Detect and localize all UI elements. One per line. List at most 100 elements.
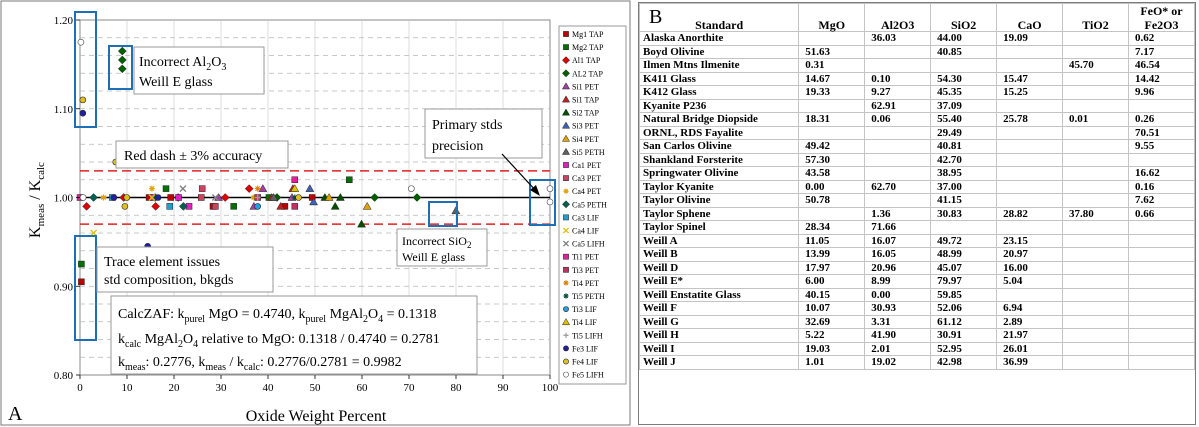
- standard-name: Springwater Olivine: [638, 166, 800, 181]
- data-point: [324, 192, 334, 201]
- legend-label: Ca5 PETH: [572, 200, 607, 209]
- data-point: [77, 38, 85, 46]
- panel-b: FeO* or Standard MgO Al2O3 SiO2 CaO TiO2…: [638, 2, 1196, 425]
- primary-label-box: [424, 108, 543, 159]
- legend-label: Si4 PET: [572, 135, 599, 144]
- oxide-value: 17.97: [798, 260, 866, 275]
- oxide-value: [1062, 341, 1129, 356]
- al2o3-label-line2: Weill E glass: [139, 75, 213, 90]
- legend-marker: [563, 162, 569, 168]
- oxide-value: 0.00: [798, 179, 866, 194]
- box-primary: [529, 179, 556, 226]
- table-row: Weill I 19.03 2.01 52.95 26.01: [638, 341, 1196, 356]
- oxide-value: [996, 125, 1064, 140]
- oxide-value: 28.34: [798, 220, 866, 235]
- data-point: [295, 194, 302, 201]
- legend-label: Ca3 PET: [572, 174, 601, 183]
- oxide-value: 54.30: [930, 71, 998, 86]
- data-point: [254, 185, 261, 192]
- data-point: [305, 184, 315, 192]
- data-point: [79, 96, 87, 104]
- table-row: Taylor Kyanite 0.00 62.70 37.00 0.16: [638, 179, 1196, 194]
- oxide-value: 9.55: [1127, 139, 1196, 154]
- oxide-value: 48.99: [930, 247, 998, 262]
- oxide-value: [798, 125, 866, 140]
- oxide-value: 49.42: [798, 139, 866, 154]
- oxide-value: 42.98: [930, 355, 998, 370]
- oxide-value: [996, 179, 1064, 194]
- data-point: [198, 185, 206, 192]
- legend-label: Ca4 PET: [572, 187, 601, 196]
- x-tick-label: 40: [263, 382, 275, 394]
- standard-name: Taylor Sphene: [638, 206, 800, 221]
- legend-label: Mg1 TAP: [572, 30, 604, 39]
- standard-name: Weill Enstatite Glass: [638, 287, 800, 302]
- oxide-value: 30.93: [864, 301, 932, 316]
- oxide-value: 37.00: [930, 179, 998, 194]
- table-row: Weill F 10.07 30.93 52.06 6.94: [638, 301, 1196, 316]
- legend-marker: [563, 266, 569, 273]
- oxide-value: [1127, 260, 1196, 275]
- legend-marker: [563, 31, 569, 37]
- header-tio2: TiO2: [1062, 17, 1129, 32]
- al2o3-label: Incorrect Al2O3: [139, 55, 226, 73]
- oxide-value: [1062, 301, 1129, 316]
- table-row: Weill D 17.97 20.96 45.07 16.00: [638, 260, 1196, 275]
- data-point: [357, 219, 366, 228]
- oxide-value: 61.12: [930, 314, 998, 329]
- legend-label: Ti3 PET: [572, 266, 599, 275]
- legend-label: Ti4 LIF: [572, 318, 597, 327]
- oxide-value: 5.22: [798, 328, 866, 343]
- oxide-value: [1127, 98, 1196, 113]
- calczaf-box: [110, 295, 478, 375]
- legend-label: Si2 TAP: [572, 109, 600, 118]
- data-point: [362, 201, 372, 210]
- legend-label: Ti4 PET: [572, 279, 599, 288]
- oxide-value: [864, 166, 932, 181]
- legend-label: Si3 PET: [572, 122, 599, 131]
- data-point: [79, 194, 87, 201]
- legend-marker: [561, 134, 571, 142]
- data-point: [121, 203, 129, 210]
- table-row: Natural Bridge Diopside 18.31 0.06 55.40 25.…: [638, 112, 1196, 127]
- standard-name: Taylor Olivine: [638, 193, 800, 208]
- oxide-value: 37.80: [1062, 206, 1129, 221]
- box-sio2: [428, 201, 458, 227]
- oxide-value: 52.95: [930, 341, 998, 356]
- oxide-value: 41.90: [864, 328, 932, 343]
- oxide-value: 25.78: [996, 112, 1064, 127]
- data-point: [230, 203, 237, 210]
- data-point: [291, 194, 298, 201]
- table-row: Taylor Olivine 50.78 41.15 7.62: [638, 193, 1196, 208]
- table-row: Alaska Anorthite 36.03 44.00 19.09 0.62: [638, 31, 1196, 46]
- sio2-label-box: [396, 228, 488, 267]
- oxide-value: [1062, 71, 1129, 86]
- primary-arrow: [501, 153, 538, 193]
- legend-label: Fe3 LIF: [572, 344, 599, 353]
- oxide-value: 1.01: [798, 355, 866, 370]
- legend-label: Al1 TAP: [572, 56, 601, 65]
- oxide-value: 41.15: [930, 193, 998, 208]
- x-tick-label: 80: [451, 382, 463, 394]
- standard-name: Shankland Forsterite: [638, 152, 800, 167]
- tick-labels: 0 10 20 30 40 50 60 70 80 90 100 0.80 0.90 1.00 1.10 1.…: [54, 15, 559, 394]
- legend-marker: [562, 240, 570, 247]
- legend-marker: [561, 108, 571, 116]
- table-row: K412 Glass 19.33 9.27 45.35 15.25 9.96: [638, 85, 1196, 100]
- oxide-value: [864, 58, 932, 73]
- oxide-value: 7.62: [1127, 193, 1196, 208]
- x-tick-label: 20: [169, 382, 181, 394]
- data-point: [100, 194, 107, 201]
- oxide-value: [798, 31, 866, 46]
- oxide-value: [1127, 274, 1196, 289]
- trace-label-box: [96, 246, 274, 293]
- legend-label: Ti5 LIFH: [572, 331, 603, 340]
- oxide-value: [1062, 193, 1129, 208]
- oxide-value: 52.06: [930, 301, 998, 316]
- oxide-value: 5.04: [996, 274, 1064, 289]
- data-point: [89, 193, 98, 202]
- oxide-value: [1062, 125, 1129, 140]
- standard-name: Taylor Kyanite: [638, 179, 800, 194]
- standards-table: FeO* or Standard MgO Al2O3 SiO2 CaO TiO2…: [638, 3, 1196, 370]
- oxide-value: [1062, 152, 1129, 167]
